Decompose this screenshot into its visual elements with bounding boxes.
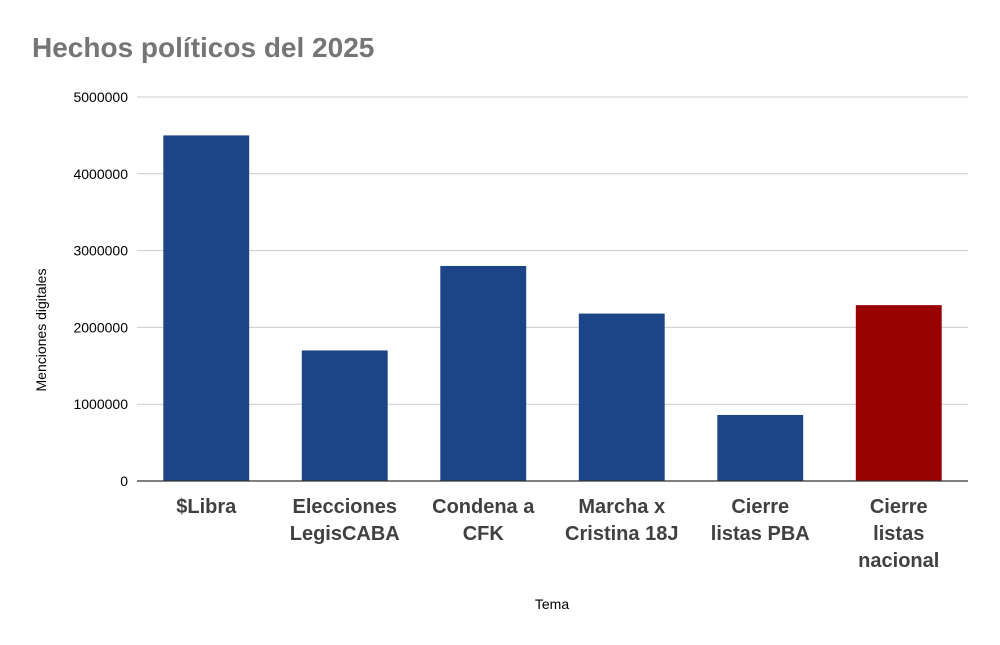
bar[interactable] (163, 135, 250, 481)
x-tick-label-line: Cierre (870, 496, 928, 518)
x-tick-label-line: nacional (858, 550, 939, 572)
bar[interactable] (717, 414, 804, 481)
chart-title: Hechos políticos del 2025 (32, 32, 374, 63)
x-tick-label-line: listas (873, 523, 924, 545)
x-tick-label: Cierre listas nacional (858, 496, 939, 572)
y-tick-label: 4000000 (73, 166, 128, 182)
x-tick-label: Elecciones LegisCABA (290, 496, 400, 545)
x-tick-label: Marcha x Cristina 18J (565, 496, 678, 545)
y-axis-ticks: 0 1000000 2000000 3000000 4000000 5000000 (73, 89, 128, 489)
x-tick-label-line: Marcha x (578, 496, 665, 518)
y-tick-label: 0 (120, 473, 128, 489)
bars (163, 135, 942, 481)
x-tick-label-line: listas PBA (711, 523, 810, 545)
x-axis-label: Tema (535, 596, 569, 612)
x-tick-label-line: LegisCABA (290, 523, 400, 545)
x-tick-label: Cierre listas PBA (711, 496, 810, 545)
y-tick-label: 5000000 (73, 89, 128, 105)
y-tick-label: 1000000 (73, 396, 128, 412)
x-tick-label-line: $Libra (176, 496, 237, 518)
x-tick-label: Condena a CFK (432, 496, 535, 545)
y-tick-label: 3000000 (73, 243, 128, 259)
bar[interactable] (440, 265, 527, 481)
x-tick-label-line: Cristina 18J (565, 523, 678, 545)
bar[interactable] (301, 350, 388, 481)
y-axis-label: Menciones digitales (33, 269, 49, 392)
bar[interactable] (855, 305, 942, 481)
bar[interactable] (578, 313, 665, 481)
x-tick-label-line: Cierre (731, 496, 789, 518)
x-tick-label: $Libra (176, 496, 237, 518)
x-axis-ticks: $Libra Elecciones LegisCABA Condena a CFK Mar… (176, 496, 939, 572)
x-tick-label-line: Condena a (432, 496, 535, 518)
x-tick-label-line: Elecciones (292, 496, 397, 518)
y-tick-label: 2000000 (73, 319, 128, 335)
gridlines (137, 96, 968, 405)
x-tick-label-line: CFK (463, 523, 505, 545)
